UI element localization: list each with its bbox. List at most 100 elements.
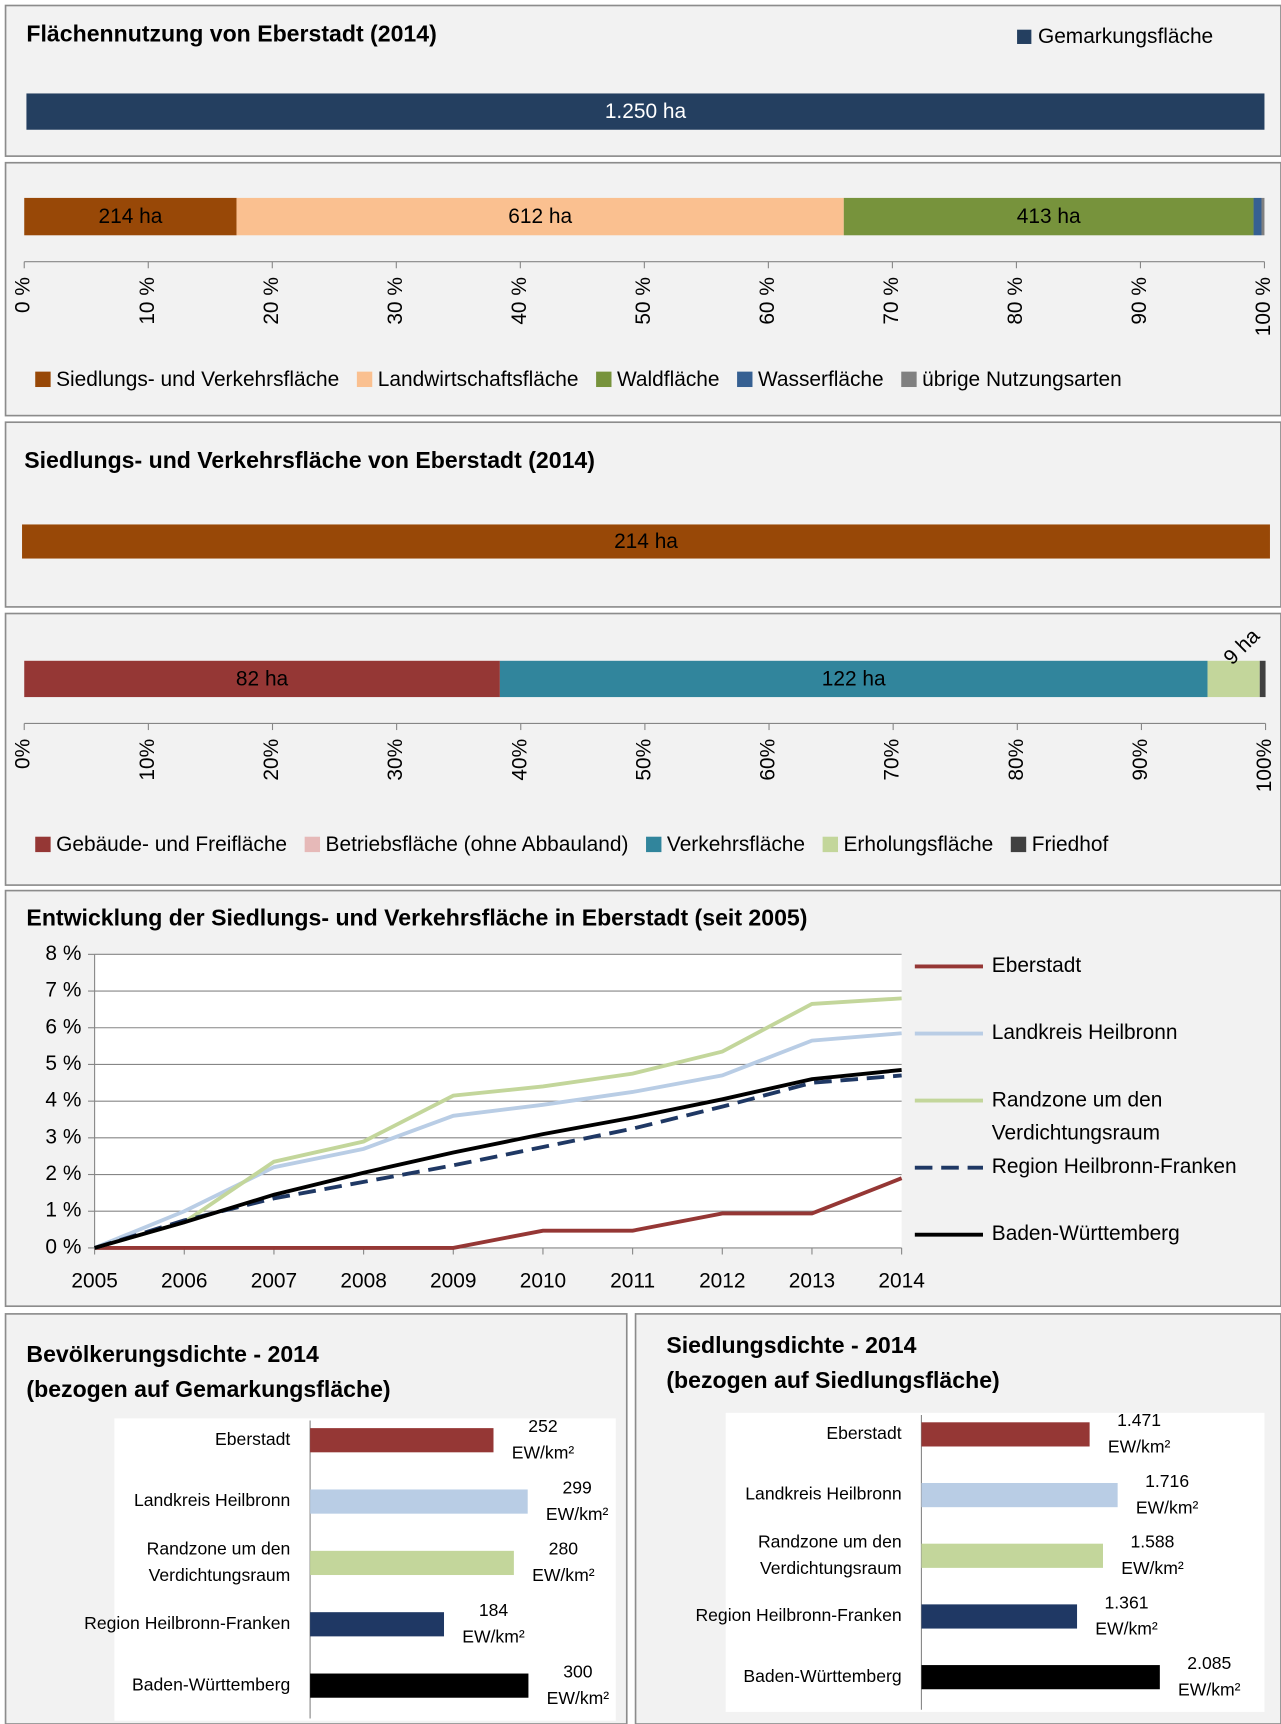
bar — [921, 1604, 1078, 1629]
legend-label: Region Heilbronn-Franken — [992, 1155, 1237, 1178]
bar — [310, 1612, 445, 1637]
data-label: 184 EW/km² — [462, 1600, 525, 1646]
x-tick-label: 30 % — [384, 277, 407, 325]
bar — [921, 1543, 1104, 1568]
x-tick-label: 30% — [384, 739, 407, 781]
x-tick-label: 50 % — [632, 277, 655, 325]
text-line: 1.361 — [1105, 1592, 1149, 1612]
legend-label: Baden-Württemberg — [992, 1222, 1180, 1245]
text-line: Verdichtungsraum — [149, 1565, 291, 1585]
y-tick-label: Landkreis Heilbronn — [745, 1484, 901, 1504]
x-tick-label: 60 % — [756, 277, 779, 325]
text-line: EW/km² — [1136, 1497, 1199, 1517]
y-tick-label: Randzone um den Verdichtungsraum — [758, 1531, 902, 1577]
y-tick-label: Eberstadt — [826, 1423, 901, 1443]
text-line: EW/km² — [1108, 1436, 1171, 1456]
legend-swatch — [35, 836, 51, 853]
x-tick-label: 2005 — [71, 1270, 117, 1293]
legend-label: Siedlungs- und Verkehrsfläche — [56, 368, 339, 391]
x-tick-label: 80% — [1005, 739, 1028, 781]
x-tick-label: 2008 — [340, 1270, 386, 1293]
bar — [310, 1550, 514, 1576]
text-line: 1.588 — [1130, 1531, 1174, 1551]
text-line: Randzone um den — [758, 1531, 902, 1551]
x-tick-label: 2006 — [161, 1270, 207, 1293]
text-line: EW/km² — [512, 1442, 575, 1462]
text-line: EW/km² — [1121, 1558, 1184, 1578]
legend-swatch — [356, 371, 373, 388]
legend-swatch — [646, 836, 662, 853]
text-line: 1.471 — [1117, 1410, 1161, 1430]
legend-swatch — [1010, 836, 1027, 853]
legend-swatch — [35, 371, 51, 388]
y-tick-label: Baden-Württemberg — [743, 1666, 901, 1686]
bar — [310, 1428, 494, 1453]
chart-title: Flächennutzung von Eberstadt (2014) — [26, 20, 436, 46]
x-tick-label: 20 % — [260, 277, 283, 325]
bar-segment — [499, 660, 1208, 698]
bar — [310, 1673, 529, 1698]
text-line: 300 — [563, 1661, 593, 1681]
legend-label: Eberstadt — [992, 954, 1082, 977]
x-tick-label: 90% — [1129, 739, 1152, 781]
x-tick-label: 2009 — [430, 1270, 476, 1293]
bar-segment — [236, 197, 844, 236]
text-line: Verdichtungsraum — [760, 1558, 902, 1578]
bar — [921, 1665, 1160, 1690]
chart-subtitle: (bezogen auf Siedlungsfläche) — [666, 1367, 999, 1393]
text-line: 1.716 — [1145, 1471, 1189, 1491]
x-tick-label: 20% — [260, 739, 283, 781]
panel — [4, 421, 1281, 608]
x-tick-label: 40 % — [508, 277, 531, 325]
chart-title: Siedlungs- und Verkehrsfläche von Eberst… — [24, 447, 595, 473]
text-line: EW/km² — [546, 1503, 609, 1523]
bar-segment — [24, 197, 237, 236]
y-tick-label: 5 % — [45, 1052, 81, 1075]
data-label: 2.085 EW/km² — [1178, 1653, 1241, 1699]
text-line: EW/km² — [532, 1565, 595, 1585]
x-tick-label: 10 % — [136, 277, 159, 325]
data-label: 82 ha — [236, 668, 289, 691]
legend-label: Verkehrsfläche — [667, 833, 805, 856]
legend-swatch — [822, 836, 839, 853]
data-label: 1.250 ha — [605, 100, 687, 123]
legend-label: Gemarkungsfläche — [1038, 25, 1213, 48]
chart-title: Siedlungsdichte - 2014 — [666, 1332, 916, 1358]
data-label: 300 EW/km² — [547, 1661, 610, 1707]
data-label: 1.361 EW/km² — [1095, 1592, 1158, 1638]
data-label: 299 EW/km² — [546, 1477, 609, 1523]
legend-label: Randzone um den Verdichtungsraum — [992, 1088, 1163, 1144]
bar-segment — [1261, 197, 1265, 236]
x-tick-label: 2010 — [520, 1270, 566, 1293]
x-tick-label: 100% — [1253, 739, 1276, 792]
text-line: Verdichtungsraum — [992, 1121, 1160, 1144]
bar — [310, 1489, 528, 1514]
x-tick-label: 40% — [508, 739, 531, 781]
line-series — [94, 1068, 902, 1250]
text-line: Randzone um den — [147, 1538, 291, 1558]
text-line: EW/km² — [1178, 1679, 1241, 1699]
legend-swatch — [901, 371, 917, 388]
y-tick-label: Landkreis Heilbronn — [134, 1490, 290, 1510]
data-label: 1.471 EW/km² — [1108, 1410, 1171, 1456]
y-tick-label: Region Heilbronn-Franken — [695, 1605, 901, 1625]
x-tick-label: 10% — [136, 739, 159, 781]
panel — [4, 612, 1281, 886]
text-line: Randzone um den — [992, 1088, 1163, 1111]
legend-label: Waldfläche — [617, 368, 720, 391]
legend-label: übrige Nutzungsarten — [922, 368, 1122, 391]
line-series — [94, 1176, 903, 1250]
y-tick-label: 7 % — [45, 979, 81, 1002]
text-line: EW/km² — [462, 1626, 525, 1646]
x-tick-label: 0 % — [12, 277, 35, 313]
text-line: 184 — [479, 1600, 509, 1620]
x-tick-label: 2011 — [610, 1270, 655, 1293]
bar-segment — [1253, 197, 1262, 236]
y-tick-label: 1 % — [45, 1199, 81, 1222]
chart-title: Bevölkerungsdichte - 2014 — [26, 1341, 319, 1367]
x-tick-label: 60% — [757, 739, 780, 781]
y-tick-label: Eberstadt — [215, 1429, 290, 1449]
legend-label: Landwirtschaftsfläche — [378, 368, 579, 391]
y-tick-label: 6 % — [45, 1015, 81, 1038]
